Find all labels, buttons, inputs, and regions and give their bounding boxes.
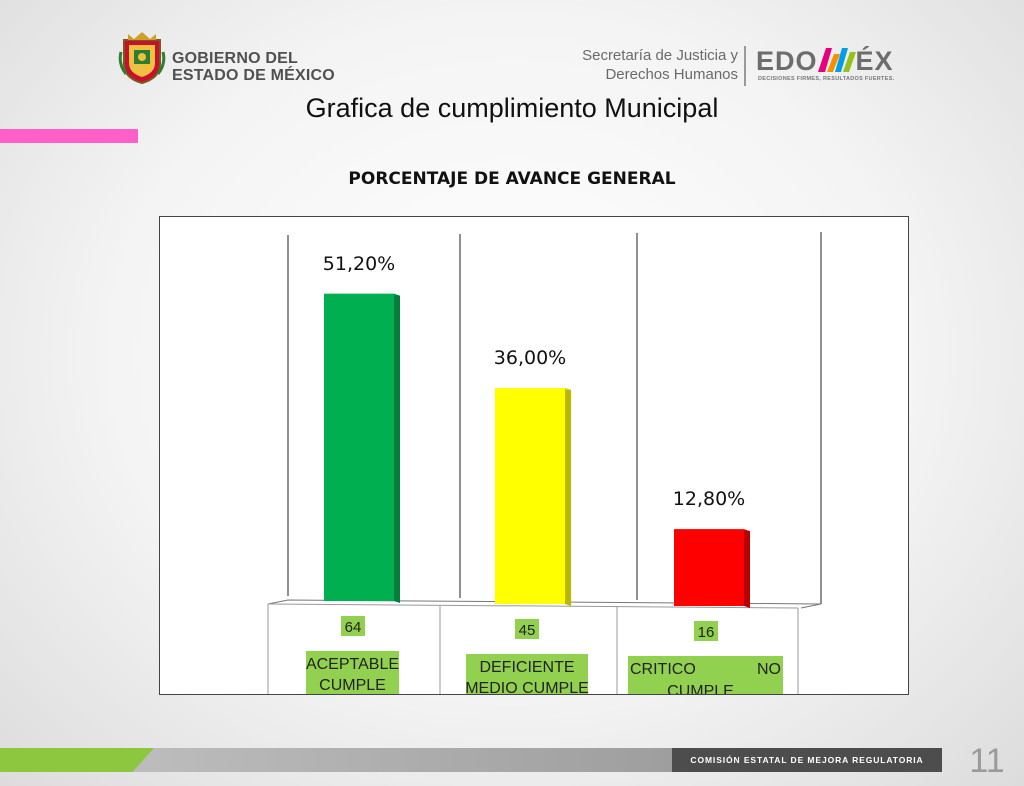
value-label: 12,80% [673, 488, 745, 510]
category-label-line1: DEFICIENTE [479, 659, 574, 676]
edomex-tagline: DECISIONES FIRMES, RESULTADOS FUERTES. [758, 76, 895, 82]
bar-chart: 51,20% 64 ACEPTABLE CUMPLE 36,00% 45 DEFICIENT… [267, 232, 822, 694]
bar-side [565, 388, 571, 606]
edomex-logo: EDO ÉX DECISIONES FIRMES, RESULTADOS FUE… [756, 46, 916, 86]
secretaria-line1: Secretaría de Justicia y [582, 47, 738, 64]
edomex-m-icon [817, 48, 856, 72]
footer-org-text: COMISIÓN ESTATAL DE MEJORA REGULATORIA [690, 755, 924, 765]
category-label-line1: CRITICO [630, 661, 696, 678]
edomex-post: ÉX [855, 46, 894, 76]
count-label: 16 [698, 624, 715, 641]
table-line [267, 603, 799, 609]
category-label-line1: ACEPTABLE [306, 656, 399, 673]
edomex-wordmark: EDO ÉX [756, 46, 894, 77]
category-label-line2: MEDIO CUMPLE [465, 680, 589, 694]
chart-title: PORCENTAJE DE AVANCE GENERAL [348, 169, 676, 189]
footer-bar: COMISIÓN ESTATAL DE MEJORA REGULATORIA [0, 748, 1024, 772]
chart-area: 51,20% 64 ACEPTABLE CUMPLE 36,00% 45 DEFICIENT… [159, 216, 909, 695]
count-label: 64 [345, 619, 362, 636]
state-seal-icon [118, 32, 166, 84]
page-number: 11 [969, 742, 1005, 780]
page-title: Grafica de cumplimiento Municipal [305, 93, 719, 123]
secretaria-line2: Derechos Humanos [605, 66, 738, 83]
category-cell-bg [466, 654, 588, 694]
edomex-pre: EDO [756, 46, 818, 76]
bar-side [394, 293, 400, 603]
bar-2 [495, 388, 565, 604]
category-label-line2: CUMPLE [319, 677, 386, 694]
count-cell-bg [515, 619, 539, 639]
bar-1 [324, 293, 394, 601]
value-label: 36,00% [494, 347, 566, 369]
count-cell-bg [341, 616, 365, 636]
value-label: 51,20% [323, 253, 395, 275]
bar-3 [674, 529, 744, 606]
gov-logo-text: GOBIERNO DEL ESTADO DE MÉXICO [172, 50, 335, 84]
category-label-line1b: NO [757, 661, 781, 678]
count-cell-bg [694, 621, 718, 641]
gobierno-estado-mexico-logo: GOBIERNO DEL ESTADO DE MÉXICO [118, 30, 353, 86]
gov-line1: GOBIERNO DEL [172, 50, 298, 67]
category-label-line2: CUMPLE [667, 683, 734, 694]
gov-line2: ESTADO DE MÉXICO [172, 67, 335, 84]
category-cell-bg [628, 656, 783, 694]
category-cell-bg [306, 651, 399, 694]
footer-green-band [0, 748, 154, 772]
secretaria-logo-text: Secretaría de Justicia y Derechos Humano… [560, 46, 738, 84]
bar-side [744, 529, 750, 608]
footer-dark-band [672, 748, 942, 772]
footer-grey-band [130, 748, 675, 772]
header-divider [744, 46, 746, 86]
accent-bar [0, 129, 138, 143]
count-label: 45 [519, 622, 536, 639]
